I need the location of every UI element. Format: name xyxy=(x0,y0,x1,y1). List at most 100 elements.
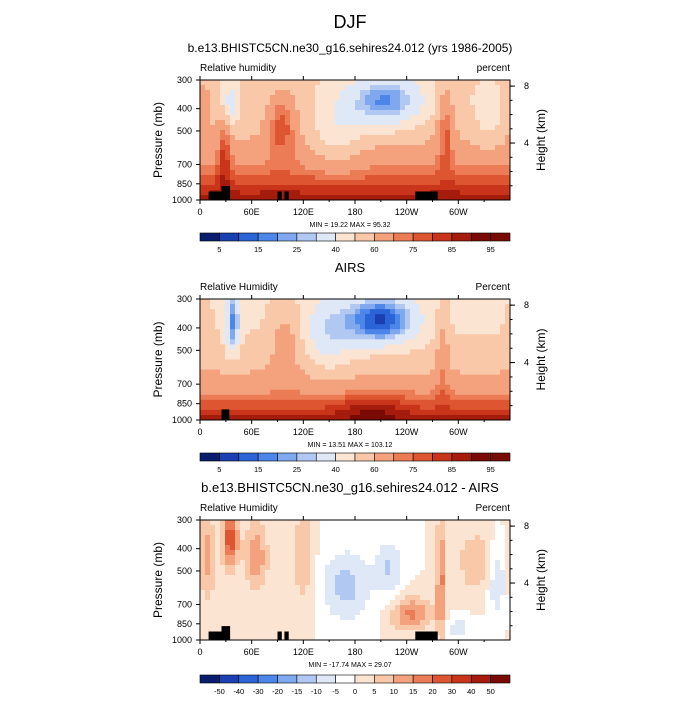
heatmap-cell xyxy=(355,615,361,621)
heatmap-cell xyxy=(310,389,316,396)
heatmap-cell xyxy=(420,309,426,315)
heatmap-cell xyxy=(470,304,476,310)
heatmap-cell xyxy=(425,359,431,365)
heatmap-cell xyxy=(425,140,431,146)
colorbar-label: 25 xyxy=(293,465,301,474)
heatmap-cell xyxy=(225,319,231,325)
heatmap-cell xyxy=(420,304,426,310)
heatmap-cell xyxy=(485,525,491,531)
heatmap-cell xyxy=(480,525,486,531)
heatmap-cell xyxy=(280,580,286,586)
heatmap-cell xyxy=(330,329,336,335)
heatmap-cell xyxy=(465,80,471,86)
heatmap-cell xyxy=(215,304,221,310)
heatmap-cell xyxy=(440,100,446,106)
heatmap-cell xyxy=(340,620,346,626)
heatmap-cell xyxy=(460,299,466,305)
heatmap-cell xyxy=(275,540,281,546)
heatmap-cell xyxy=(355,555,361,561)
heatmap-cell xyxy=(230,105,236,111)
heatmap-cell xyxy=(395,585,401,591)
heatmap-cell xyxy=(480,625,486,631)
heatmap-cell xyxy=(225,125,231,131)
heatmap-cell xyxy=(245,414,251,421)
heatmap-cell xyxy=(240,404,246,411)
heatmap-cell xyxy=(220,354,226,360)
heatmap-cell xyxy=(495,555,501,561)
heatmap-cell xyxy=(220,344,226,350)
heatmap-cell xyxy=(260,115,266,121)
heatmap-cell xyxy=(315,625,321,631)
heatmap-cell xyxy=(315,190,321,196)
heatmap-cell xyxy=(265,565,271,571)
heatmap-cell xyxy=(470,404,476,411)
heatmap-cell xyxy=(210,520,216,526)
heatmap-cell xyxy=(445,80,451,86)
heatmap-cell xyxy=(430,339,436,345)
heatmap-cell xyxy=(220,150,226,156)
panel-left-label: Relative humidity xyxy=(200,63,276,74)
heatmap-cell xyxy=(295,555,301,561)
heatmap-cell xyxy=(265,389,271,396)
heatmap-cell xyxy=(335,600,341,606)
heatmap-cell xyxy=(385,404,391,411)
heatmap-cell xyxy=(440,160,446,166)
heatmap-cell xyxy=(405,110,411,116)
heatmap-cell xyxy=(475,585,481,591)
heatmap-cell xyxy=(280,404,286,411)
heatmap-cell xyxy=(375,379,381,386)
heatmap-cell xyxy=(465,339,471,345)
heatmap-cell xyxy=(225,394,231,401)
heatmap-cell xyxy=(305,545,311,551)
heatmap-cell xyxy=(270,170,276,176)
heatmap-cell xyxy=(410,165,416,171)
heatmap-cell xyxy=(375,324,381,330)
heatmap-cell xyxy=(275,530,281,536)
heatmap-cell xyxy=(375,165,381,171)
heatmap-cell xyxy=(425,560,431,566)
heatmap-cell xyxy=(355,580,361,586)
colorbar-box xyxy=(277,674,298,684)
heatmap-cell xyxy=(255,560,261,566)
heatmap-cell xyxy=(370,80,376,86)
heatmap-cell xyxy=(245,334,251,340)
heatmap-cell xyxy=(250,565,256,571)
heatmap-cell xyxy=(205,120,211,126)
heatmap-cell xyxy=(415,354,421,360)
heatmap-cell xyxy=(285,389,291,396)
heatmap-cell xyxy=(260,160,266,166)
heatmap-cell xyxy=(355,565,361,571)
heatmap-cell xyxy=(335,520,341,526)
heatmap-cell xyxy=(335,590,341,596)
heatmap-cell xyxy=(255,580,261,586)
heatmap-cell xyxy=(215,344,221,350)
heatmap-cell xyxy=(445,195,451,201)
heatmap-cell xyxy=(405,304,411,310)
heatmap-cell xyxy=(505,160,511,166)
heatmap-cell xyxy=(405,329,411,335)
heatmap-cell xyxy=(485,585,491,591)
heatmap-cell xyxy=(305,359,311,365)
heatmap-cell xyxy=(415,309,421,315)
heatmap-cell xyxy=(505,384,511,391)
heatmap-cell xyxy=(255,550,261,556)
x-tick-label: 0 xyxy=(197,427,202,437)
heatmap-cell xyxy=(275,560,281,566)
heatmap-cell xyxy=(245,105,251,111)
heatmap-cell xyxy=(430,80,436,86)
heatmap-cell xyxy=(490,535,496,541)
heatmap-cell xyxy=(300,625,306,631)
heatmap-cell xyxy=(250,125,256,131)
heatmap-cell xyxy=(350,399,356,406)
heatmap-cell xyxy=(465,560,471,566)
heatmap-cell xyxy=(470,525,476,531)
colorbar-box xyxy=(219,232,240,242)
heatmap-cell xyxy=(445,130,451,136)
heatmap-cell xyxy=(235,150,241,156)
heatmap-cell xyxy=(485,304,491,310)
heatmap-cell xyxy=(260,135,266,141)
heatmap-cell xyxy=(325,635,331,641)
heatmap-cell xyxy=(325,409,331,416)
heatmap-cell xyxy=(415,600,421,606)
heatmap-cell xyxy=(415,90,421,96)
